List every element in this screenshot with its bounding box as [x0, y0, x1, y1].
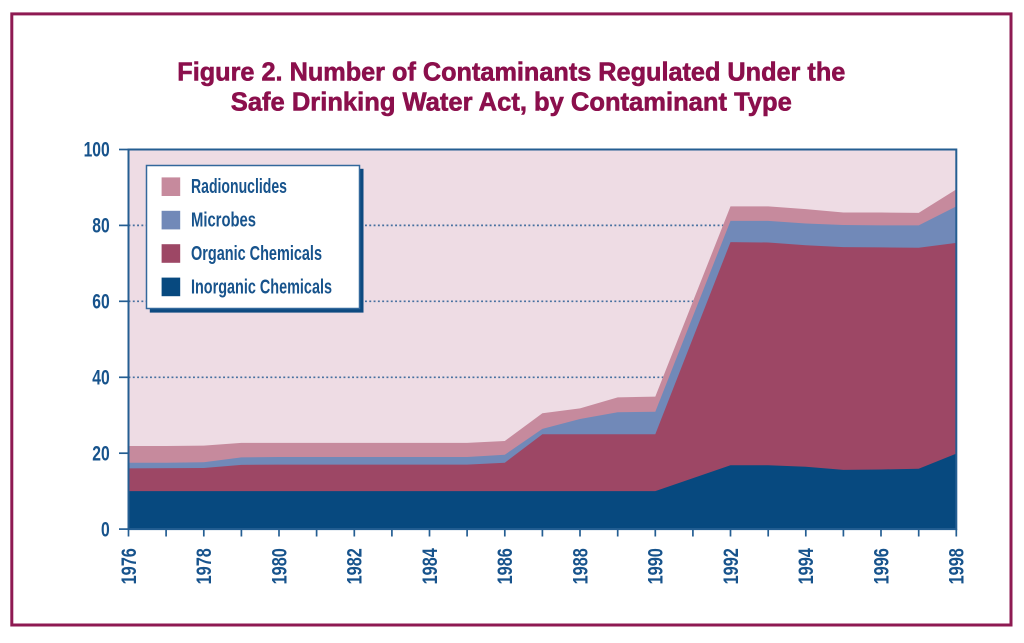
- svg-text:60: 60: [92, 290, 109, 314]
- svg-text:1992: 1992: [719, 548, 743, 584]
- svg-text:Figure 2. Number of Contaminan: Figure 2. Number of Contaminants Regulat…: [177, 57, 845, 87]
- svg-text:1980: 1980: [267, 548, 291, 584]
- svg-text:Organic Chemicals: Organic Chemicals: [191, 243, 322, 265]
- svg-text:Radionuclides: Radionuclides: [191, 176, 287, 198]
- svg-text:1986: 1986: [493, 548, 517, 584]
- svg-text:1998: 1998: [945, 548, 969, 584]
- svg-text:100: 100: [84, 138, 110, 162]
- svg-text:20: 20: [92, 441, 109, 465]
- svg-text:1996: 1996: [869, 548, 893, 584]
- svg-text:1982: 1982: [343, 548, 367, 584]
- svg-text:0: 0: [101, 517, 110, 541]
- svg-text:40: 40: [92, 366, 109, 390]
- svg-text:1990: 1990: [644, 548, 668, 584]
- svg-text:1978: 1978: [192, 548, 216, 584]
- svg-text:1994: 1994: [794, 548, 818, 584]
- svg-text:1976: 1976: [117, 548, 141, 584]
- svg-text:1984: 1984: [418, 548, 442, 584]
- svg-text:Microbes: Microbes: [191, 210, 256, 232]
- svg-text:80: 80: [92, 214, 109, 238]
- svg-text:1988: 1988: [568, 548, 592, 584]
- svg-text:Inorganic Chemicals: Inorganic Chemicals: [191, 276, 332, 298]
- svg-text:Safe Drinking Water Act, by Co: Safe Drinking Water Act, by Contaminant …: [231, 86, 792, 116]
